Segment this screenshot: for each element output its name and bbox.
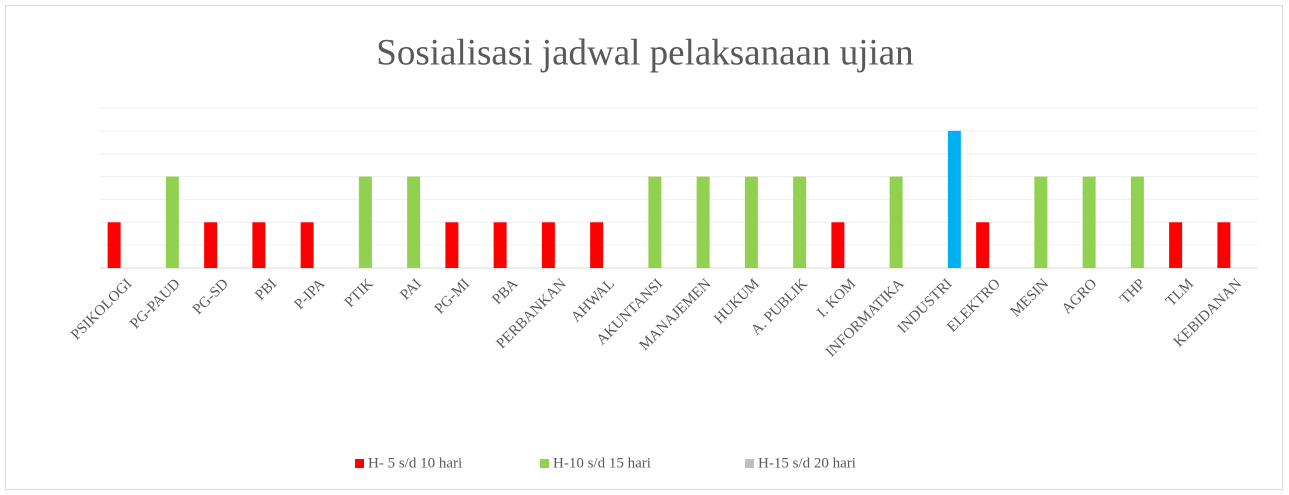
legend-swatch bbox=[745, 459, 754, 468]
bar bbox=[976, 222, 990, 268]
bar bbox=[1130, 176, 1144, 268]
bar bbox=[107, 222, 121, 268]
bar bbox=[358, 176, 372, 268]
legend-label: H-10 s/d 15 hari bbox=[553, 455, 651, 471]
bar bbox=[252, 222, 266, 268]
bar bbox=[300, 222, 314, 268]
bar bbox=[831, 222, 845, 268]
bar bbox=[1169, 222, 1183, 268]
bar bbox=[541, 222, 555, 268]
bar bbox=[1082, 176, 1096, 268]
bar bbox=[744, 176, 758, 268]
bar bbox=[590, 222, 604, 268]
bar bbox=[889, 176, 903, 268]
bar bbox=[1217, 222, 1231, 268]
bar bbox=[648, 176, 662, 268]
bar bbox=[204, 222, 218, 268]
bar bbox=[407, 176, 421, 268]
bar bbox=[696, 176, 710, 268]
bar bbox=[493, 222, 507, 268]
legend-label: H-15 s/d 20 hari bbox=[758, 455, 856, 471]
legend-swatch bbox=[540, 459, 549, 468]
chart-border bbox=[5, 5, 1283, 490]
bar bbox=[1034, 176, 1048, 268]
bar bbox=[165, 176, 179, 268]
bar bbox=[947, 130, 961, 268]
legend-swatch bbox=[355, 459, 364, 468]
bar bbox=[793, 176, 807, 268]
bar bbox=[445, 222, 459, 268]
legend-label: H- 5 s/d 10 hari bbox=[368, 455, 462, 471]
chart-title: Sosialisasi jadwal pelaksanaan ujian bbox=[376, 32, 913, 73]
